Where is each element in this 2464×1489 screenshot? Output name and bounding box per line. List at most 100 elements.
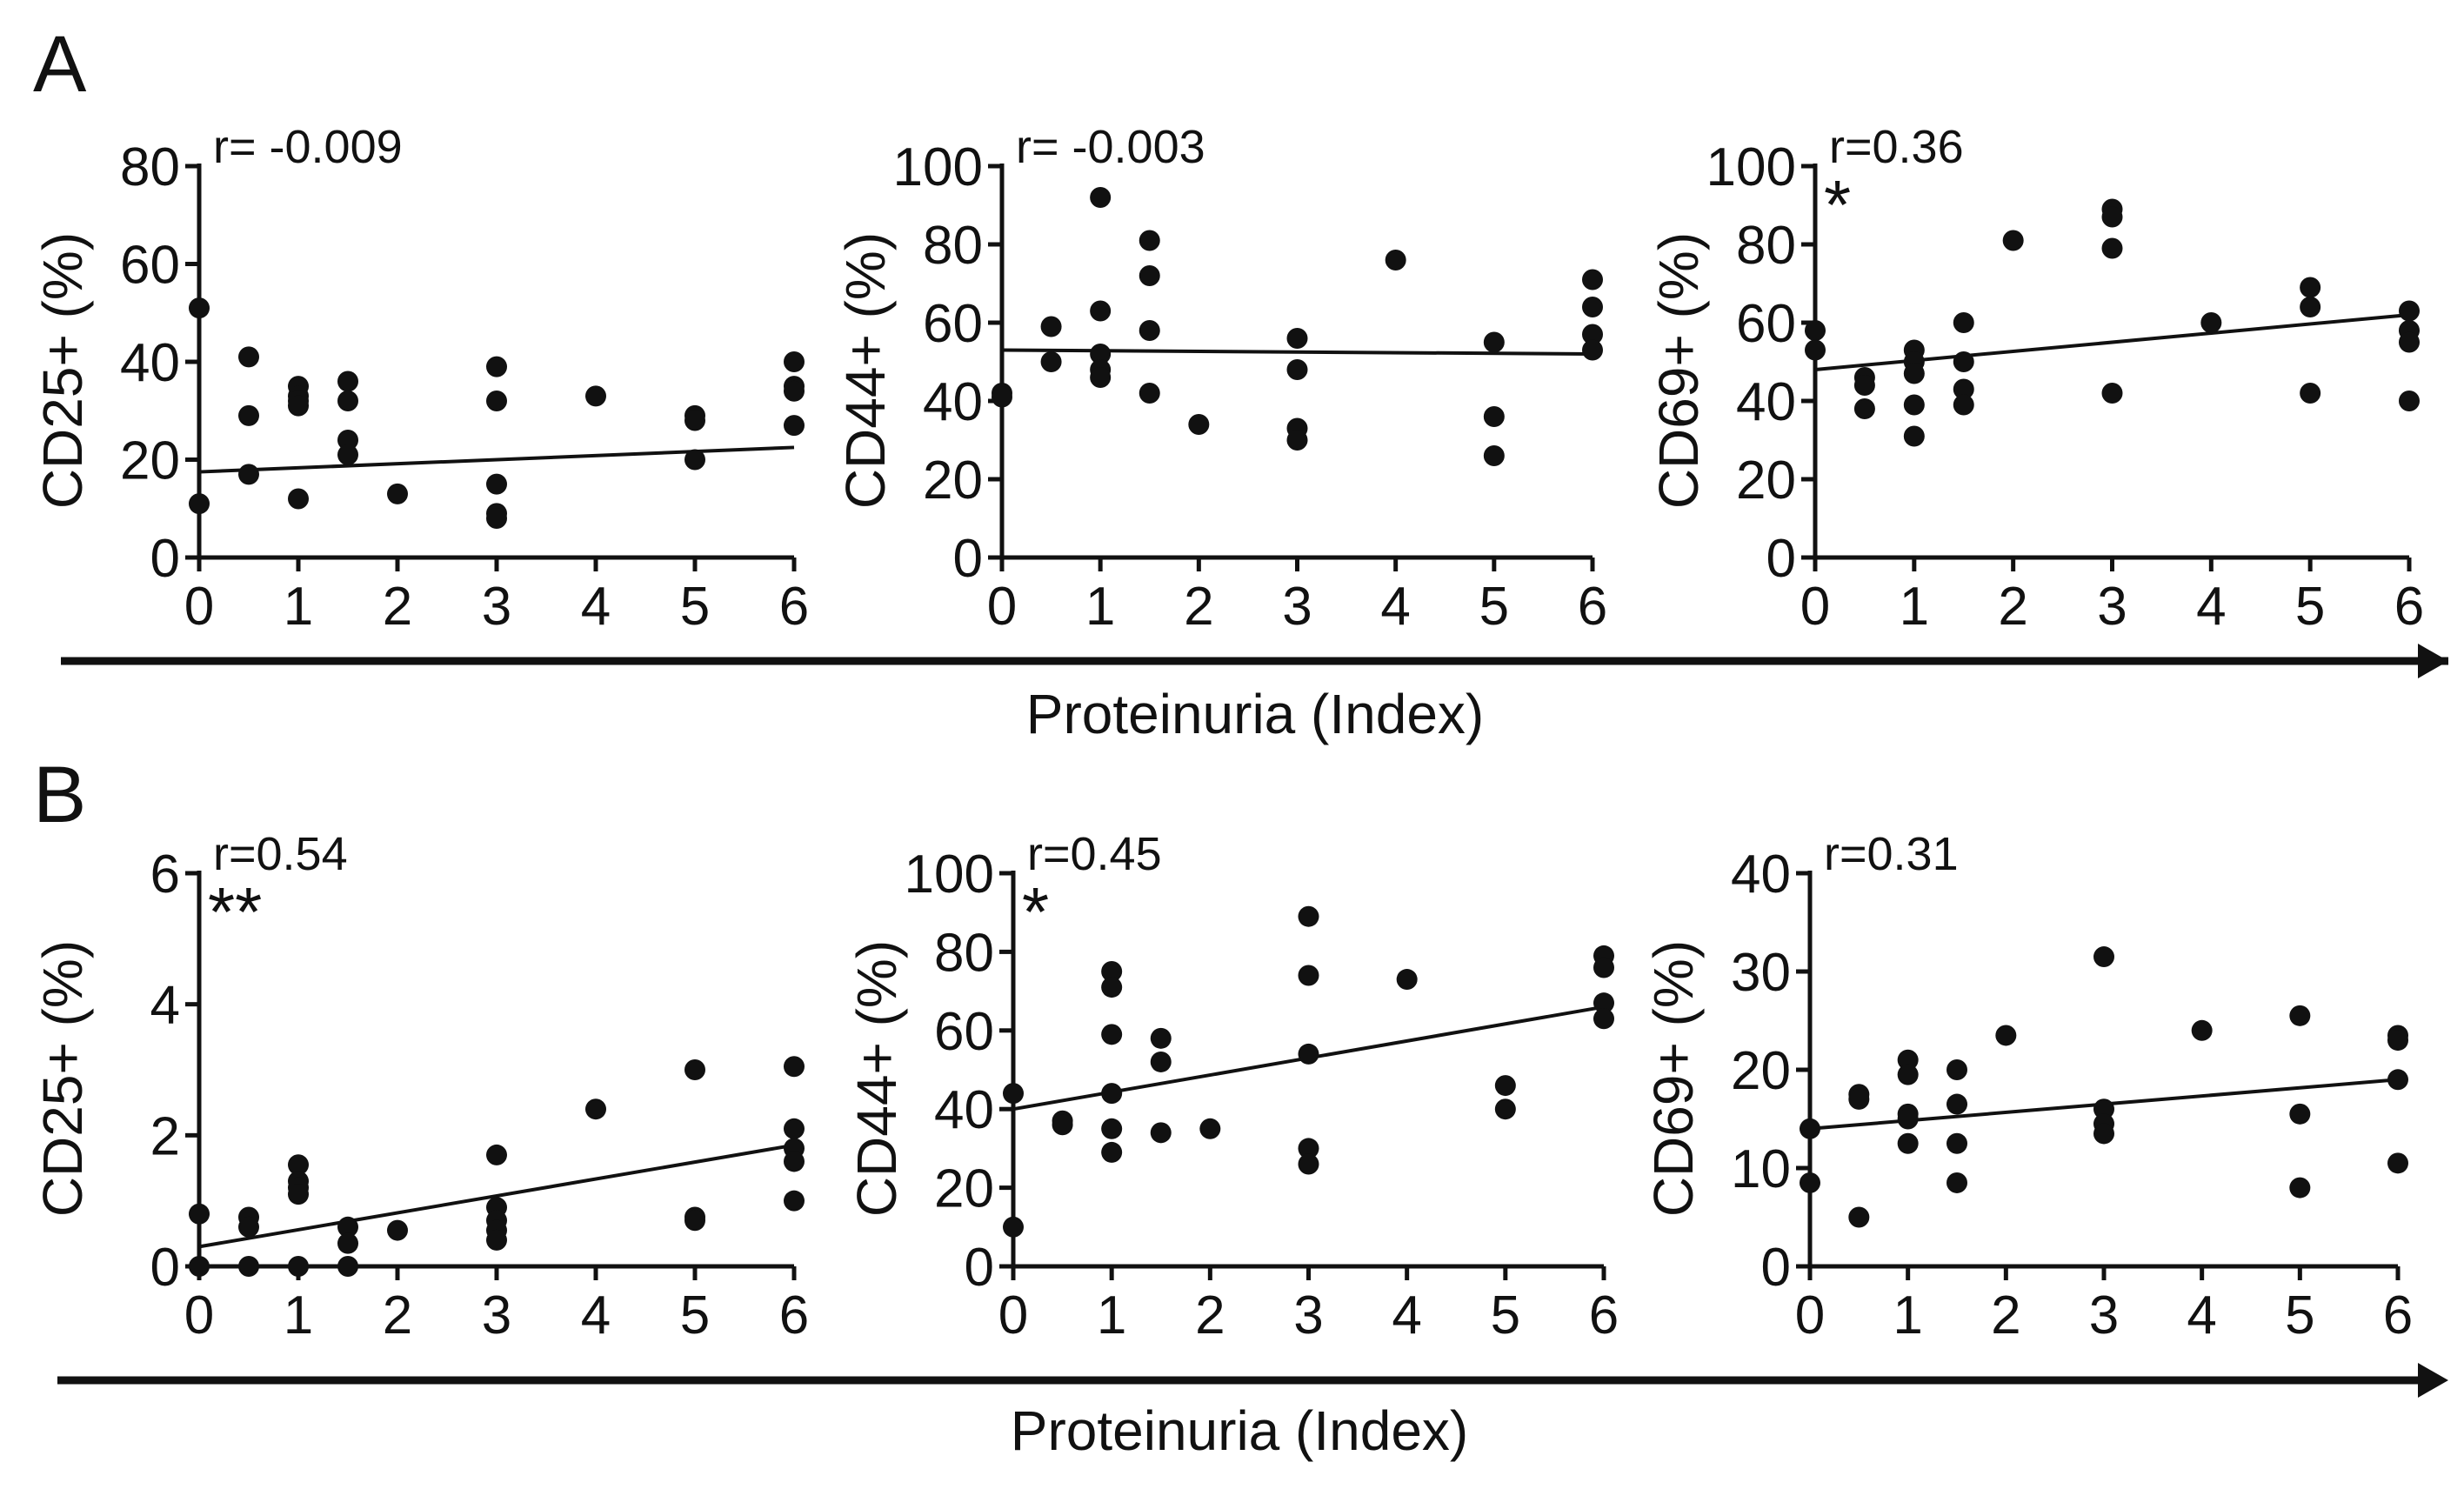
data-point [337, 1232, 358, 1254]
data-point [585, 1098, 606, 1120]
data-point [784, 1151, 805, 1172]
x-axis-label-b: Proteinuria (Index) [1011, 1399, 1468, 1462]
correlation-label: r=0.31 [1824, 828, 1959, 880]
y-tick-label: 0 [1766, 529, 1796, 589]
data-point [337, 1216, 358, 1238]
y-tick-label: 4 [150, 976, 180, 1036]
data-point [1298, 1043, 1319, 1065]
data-point [1897, 1108, 1919, 1130]
data-point [1150, 1027, 1172, 1049]
data-point [1995, 1025, 2017, 1046]
data-point [1897, 1064, 1919, 1085]
y-tick-label: 100 [905, 845, 994, 905]
y-tick-label: 40 [934, 1080, 994, 1140]
data-point [288, 395, 309, 417]
data-point [1805, 320, 1826, 341]
x-tick-label: 6 [779, 577, 809, 637]
data-point [1101, 977, 1123, 998]
scatter-chart-3: 0 20 40 60 80 100 0 1 2 3 4 5 6 CD69+ (%) r=0.36* [1647, 121, 2424, 637]
y-axis-label: CD25+ (%) [31, 940, 94, 1217]
significance-marker: * [1824, 166, 1851, 244]
y-axis-label: CD44+ (%) [845, 940, 908, 1217]
y-axis-label: CD44+ (%) [834, 232, 897, 509]
data-point [1385, 250, 1406, 270]
y-tick-label: 6 [150, 845, 180, 905]
data-point [1286, 328, 1308, 349]
y-tick-label: 10 [1731, 1139, 1791, 1199]
data-point [189, 493, 210, 515]
data-point [486, 473, 507, 495]
x-tick-label: 6 [779, 1285, 809, 1345]
data-point [337, 430, 358, 451]
data-point [486, 1144, 507, 1165]
data-point [189, 1256, 210, 1277]
x-tick-label: 6 [2394, 577, 2424, 637]
data-point [1897, 1132, 1919, 1154]
data-point [288, 488, 309, 510]
data-point [2093, 946, 2114, 968]
data-point [1494, 1075, 1516, 1097]
trend-line [198, 1143, 795, 1249]
x-axis-label-a: Proteinuria (Index) [1026, 683, 1484, 745]
x-tick-label: 4 [581, 1285, 611, 1345]
data-point [337, 391, 358, 411]
x-tick-label: 1 [1893, 1285, 1922, 1345]
data-point [2191, 1019, 2213, 1041]
y-tick-label: 100 [893, 137, 983, 197]
x-arrow-row-a [61, 644, 2448, 678]
data-point [2399, 331, 2420, 353]
scatter-chart-4: 0 2 4 6 0 1 2 3 4 5 6 CD25+ (%) r=0.54** [31, 828, 809, 1345]
y-tick-label: 20 [1731, 1041, 1791, 1101]
data-point [189, 297, 210, 319]
data-point [2300, 383, 2321, 404]
data-point [1946, 1132, 1967, 1154]
data-point [1101, 961, 1123, 982]
data-point [1139, 320, 1160, 341]
data-point [2387, 1152, 2408, 1174]
data-point [1090, 367, 1112, 388]
data-point [288, 1184, 309, 1205]
data-point [585, 385, 606, 407]
scatter-chart-2: 0 20 40 60 80 100 0 1 2 3 4 5 6 CD44+ (%) r= -0.003 [834, 121, 1607, 637]
data-point [1483, 445, 1505, 466]
data-point [2101, 237, 2123, 259]
y-tick-label: 2 [150, 1106, 180, 1166]
data-point [1101, 1141, 1123, 1163]
data-point [1800, 1118, 1820, 1139]
y-axis-label: CD69+ (%) [1642, 940, 1705, 1217]
y-tick-label: 80 [923, 216, 983, 276]
x-tick-label: 4 [581, 577, 611, 637]
data-point [189, 1203, 210, 1225]
x-tick-label: 0 [1800, 577, 1830, 637]
data-point [1494, 1098, 1516, 1120]
data-point [1090, 187, 1112, 208]
data-point [486, 1229, 507, 1251]
data-point [1946, 1093, 1967, 1115]
data-point [1953, 351, 1974, 372]
data-point [337, 1256, 358, 1277]
significance-marker: ** [208, 873, 262, 951]
data-point [2289, 1103, 2311, 1125]
data-point [684, 449, 705, 471]
data-point [1582, 269, 1603, 290]
x-tick-label: 4 [2196, 577, 2226, 637]
x-tick-label: 0 [998, 1285, 1028, 1345]
data-point [1150, 1122, 1172, 1144]
data-point [684, 410, 705, 431]
y-tick-label: 30 [1731, 943, 1791, 1003]
x-tick-label: 0 [1795, 1285, 1825, 1345]
x-tick-label: 2 [1195, 1285, 1225, 1345]
scatter-chart-6: 0 10 20 30 40 0 1 2 3 4 5 6 CD69+ (%) r=0.31 [1642, 828, 2413, 1345]
data-point [288, 1154, 309, 1176]
data-point [1903, 394, 1925, 416]
x-tick-label: 4 [2187, 1285, 2216, 1345]
data-point [1298, 905, 1319, 927]
data-point [2101, 383, 2123, 404]
data-point [1298, 1153, 1319, 1175]
data-point [1593, 1008, 1614, 1030]
y-tick-label: 40 [1736, 372, 1796, 432]
x-tick-label: 6 [1578, 577, 1607, 637]
y-axis-label: CD25+ (%) [31, 232, 94, 509]
data-point [1150, 1051, 1172, 1072]
